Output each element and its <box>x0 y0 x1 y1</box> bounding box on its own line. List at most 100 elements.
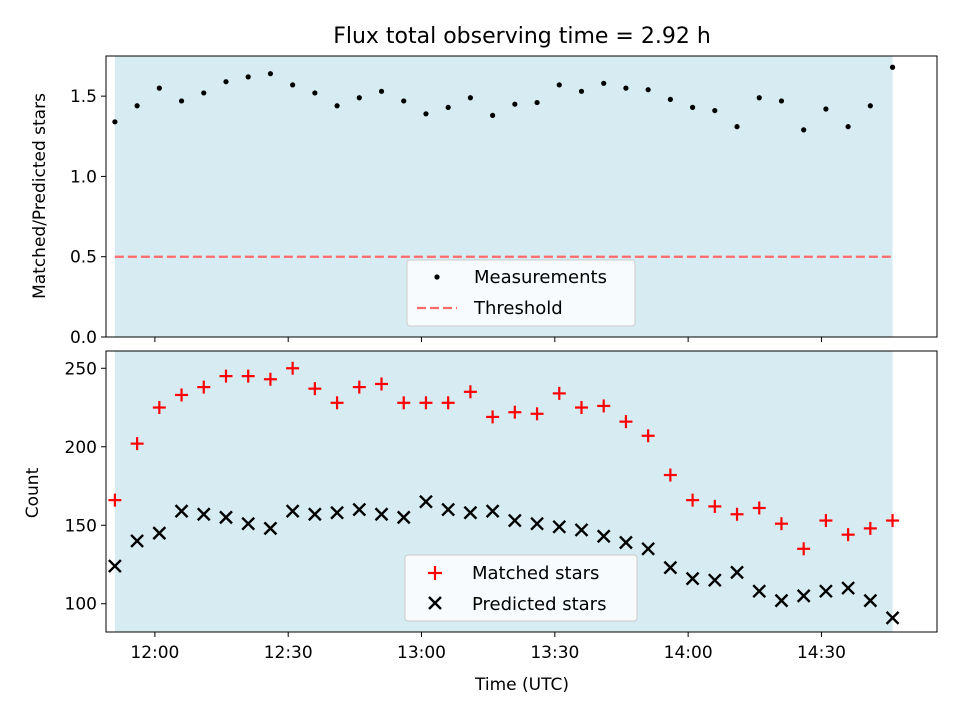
x-tick-label: 14:30 <box>797 643 846 663</box>
predicted-star-point <box>819 584 833 599</box>
matched-star-point <box>486 410 500 424</box>
measurement-point <box>601 80 607 86</box>
measurement-point <box>845 124 851 130</box>
predicted-star-point <box>530 516 544 531</box>
predicted-star-point <box>241 516 256 531</box>
matched-star-point <box>797 542 811 556</box>
predicted-star-point <box>152 526 167 540</box>
predicted-star-point <box>196 507 211 522</box>
matched-star-point <box>552 386 566 400</box>
predicted-star-point <box>552 519 567 534</box>
predicted-star-point <box>396 510 411 525</box>
matched-stars-series <box>108 361 900 556</box>
matched-star-point <box>375 377 389 391</box>
bottom-legend: Matched stars Predicted stars <box>404 554 638 622</box>
predicted-star-point <box>796 589 811 603</box>
predicted-star-point <box>463 505 478 520</box>
matched-star-point <box>441 396 455 410</box>
measurement-point <box>423 111 429 117</box>
measurement-point <box>178 98 185 104</box>
legend-measurements-label: Measurements <box>474 267 607 288</box>
predicted-star-point <box>108 559 122 573</box>
matched-star-point <box>752 501 766 515</box>
matched-star-point <box>619 415 633 429</box>
matched-star-point <box>730 507 744 521</box>
predicted-star-point <box>441 502 456 517</box>
bottom-x-axis-ticks: 12:00 12:30 13:00 13:30 14:00 14:30 <box>130 632 846 663</box>
matched-star-point <box>219 369 233 383</box>
predicted-star-point <box>130 534 144 548</box>
matched-star-point <box>574 401 588 415</box>
predicted-star-point <box>330 505 344 520</box>
x-axis-label: Time (UTC) <box>474 675 569 695</box>
measurement-point <box>623 85 629 91</box>
measurement-point <box>556 82 562 88</box>
predicted-star-point <box>885 611 900 625</box>
measurement-point <box>867 103 873 109</box>
bottom-y-axis-label: Count <box>23 467 43 518</box>
legend-predicted-marker <box>428 596 442 610</box>
predicted-star-point <box>774 593 789 608</box>
measurement-point <box>445 104 451 110</box>
legend-measurement-marker <box>434 274 440 280</box>
top-legend-box <box>406 259 636 327</box>
predicted-star-point <box>730 565 744 580</box>
predicted-star-point <box>263 521 278 536</box>
predicted-star-point <box>174 504 189 518</box>
legend-predicted-label: Predicted stars <box>472 594 606 615</box>
matched-star-point <box>175 388 189 402</box>
predicted-star-point <box>752 584 767 599</box>
matched-star-point <box>241 369 255 383</box>
measurement-point <box>156 85 162 91</box>
predicted-star-point <box>596 529 611 544</box>
measurement-point <box>356 95 362 101</box>
measurement-point <box>334 103 340 109</box>
legend-matched-label: Matched stars <box>472 563 599 584</box>
measurement-point <box>223 79 229 85</box>
measurement-point <box>712 107 718 114</box>
matched-star-point <box>352 380 366 394</box>
x-tick-label: 13:30 <box>530 643 579 663</box>
top-legend: Measurements Threshold <box>406 259 636 327</box>
matched-star-point <box>597 399 611 413</box>
measurement-point <box>578 88 585 94</box>
measurement-point <box>756 95 762 101</box>
top-y-axis-ticks: 0.0 0.5 1.0 1.5 <box>70 87 106 348</box>
measurement-point <box>689 104 696 110</box>
bottom-y-tick-label: 100 <box>65 595 97 615</box>
matched-star-point <box>708 499 722 513</box>
measurement-point <box>823 106 829 112</box>
matched-star-point <box>330 396 344 410</box>
matched-star-point <box>463 385 477 399</box>
matched-star-point <box>197 380 211 394</box>
matched-star-point <box>641 429 655 443</box>
predicted-star-point <box>574 523 589 537</box>
predicted-star-point <box>352 502 367 517</box>
predicted-star-point <box>485 504 500 518</box>
matched-star-point <box>863 521 877 535</box>
top-axes-frame <box>105 55 938 338</box>
measurement-point <box>290 82 296 88</box>
bottom-y-tick-label: 200 <box>65 438 97 458</box>
bottom-axes-frame <box>105 350 938 633</box>
matched-star-point <box>419 396 433 410</box>
matched-star-point <box>886 514 900 528</box>
measurement-point <box>490 112 496 119</box>
predicted-star-point <box>374 507 389 522</box>
x-tick-label: 12:00 <box>130 643 179 663</box>
matched-star-point <box>663 468 677 482</box>
measurement-point <box>889 64 896 70</box>
predicted-stars-series <box>108 494 900 625</box>
matched-star-point <box>841 528 855 542</box>
top-panel: 0.0 0.5 1.0 1.5 Matched/Predicted stars Mea… <box>30 55 938 348</box>
matched-star-point <box>508 405 522 419</box>
chart-title: Flux total observing time = 2.92 h <box>333 24 711 49</box>
matched-star-point <box>130 437 144 451</box>
predicted-star-point <box>285 504 300 518</box>
matched-star-point <box>108 493 122 507</box>
top-y-tick-label: 0.0 <box>70 328 97 348</box>
measurement-point <box>667 96 673 102</box>
predicted-star-point <box>419 494 433 509</box>
bottom-legend-box <box>404 554 638 622</box>
